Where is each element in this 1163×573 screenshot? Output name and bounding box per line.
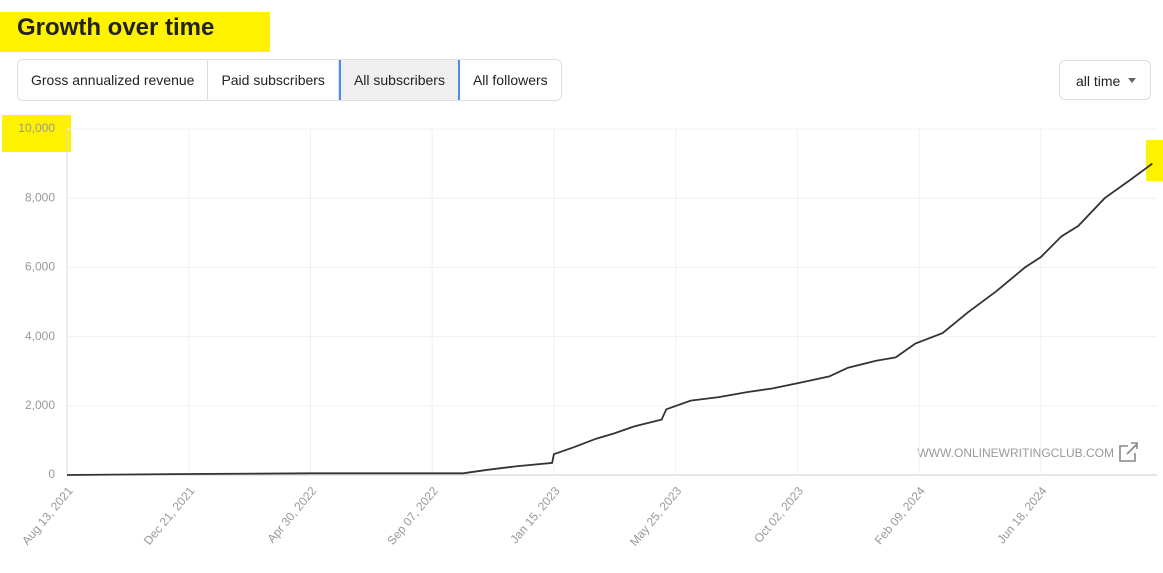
y-tick-label: 6,000	[25, 260, 55, 274]
highlight	[0, 12, 270, 52]
title: Growth over time	[17, 14, 215, 41]
y-tick-label: 2,000	[25, 398, 55, 412]
y-tick-label: 8,000	[25, 190, 55, 204]
external-link-icon	[1119, 442, 1138, 462]
x-tick-label: Apr 30, 2022	[264, 484, 319, 546]
highlight	[1146, 140, 1163, 181]
x-tick-label: Dec 21, 2021	[141, 484, 198, 548]
range-select[interactable]: all time	[1059, 60, 1151, 100]
highlight	[2, 115, 71, 152]
tab[interactable]: All followers	[459, 60, 561, 100]
x-tick-label: Oct 02, 2023	[751, 484, 806, 546]
tab-bar: Gross annualized revenue Paid subscribers…	[17, 59, 562, 101]
y-tick-label: 4,000	[25, 329, 55, 343]
x-tick-label: Jan 15, 2023	[507, 484, 563, 546]
range-label: all time	[1076, 73, 1121, 89]
y-tick-label: 10,000	[18, 121, 55, 135]
data-line	[66, 162, 1153, 476]
tab[interactable]: Paid subscribers	[208, 60, 339, 100]
x-tick-label: Aug 13, 2021	[19, 484, 76, 548]
caret	[1128, 78, 1136, 83]
tab[interactable]: Gross annualized revenue	[18, 60, 209, 100]
y-tick-label: 0	[48, 467, 55, 481]
x-tick-label: Feb 09, 2024	[872, 484, 928, 547]
x-tick-label: Sep 07, 2022	[384, 484, 441, 548]
x-tick-label: May 25, 2023	[627, 484, 685, 549]
tab[interactable]: All subscribers	[338, 60, 460, 100]
watermark: WWW.ONLINEWRITINGCLUB.COM	[917, 446, 1114, 460]
x-tick-label: Jun 18, 2024	[994, 484, 1050, 546]
